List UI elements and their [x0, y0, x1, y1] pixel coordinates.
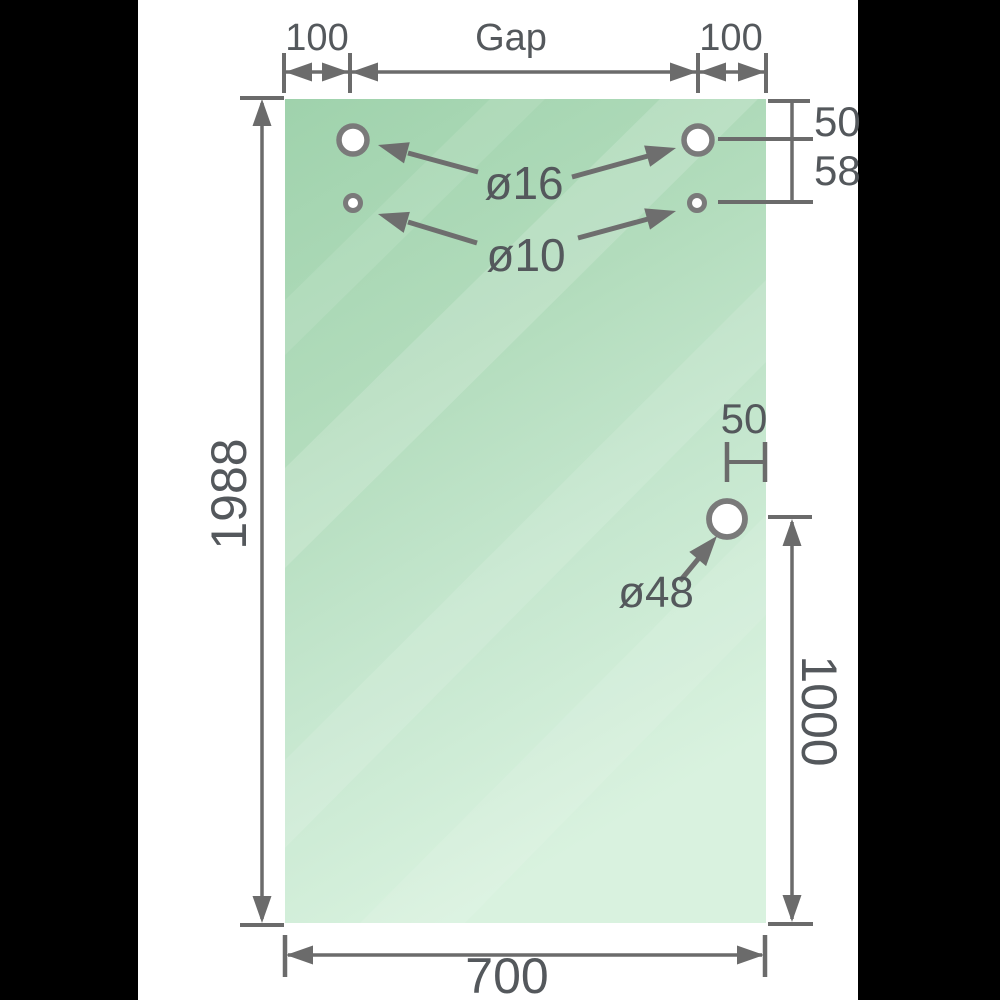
glass-streak	[360, 515, 766, 923]
right-black-bar	[858, 0, 1000, 1000]
leader-line	[407, 150, 479, 175]
label-gap: Gap	[475, 17, 547, 59]
arrowhead-right	[322, 62, 349, 82]
hole-48mm-hinge	[706, 498, 748, 540]
arrowhead-right	[737, 945, 764, 965]
leader-line	[571, 153, 649, 180]
arrowhead-up	[782, 519, 802, 546]
label-hole-16: ø16	[484, 157, 563, 209]
drill-holes	[336, 123, 748, 540]
hinge-edge-dimension	[724, 442, 768, 482]
glass-panel-surface	[285, 99, 766, 923]
height-dimension	[240, 96, 284, 927]
label-top-offset-right: 100	[699, 17, 762, 59]
label-hole-48: ø48	[618, 568, 694, 617]
label-hole-10: ø10	[486, 229, 565, 281]
leader-line	[407, 219, 478, 246]
leader-arrowhead	[644, 145, 676, 167]
leader-arrowhead	[378, 142, 410, 164]
arrowhead-up	[252, 99, 272, 126]
hinge-height-dimension	[768, 515, 813, 926]
arrowhead-right	[670, 62, 697, 82]
arrowhead-down	[782, 895, 802, 922]
label-hinge-edge-distance: 50	[721, 395, 768, 442]
leader-arrowhead	[644, 208, 676, 230]
hole-16mm-left	[336, 123, 370, 157]
label-hole-spacing: 58	[814, 147, 861, 194]
leader-arrowhead	[689, 536, 717, 567]
arrowhead-right	[738, 62, 765, 82]
hole-offset-dimension	[718, 99, 813, 204]
glass-reflection-streaks	[285, 99, 766, 923]
arrowhead-left	[699, 62, 726, 82]
hole-16mm-right	[681, 123, 715, 157]
leader-line	[577, 216, 649, 241]
glass-streak	[285, 280, 766, 848]
arrowhead-left	[286, 945, 313, 965]
glass-streak	[285, 99, 545, 355]
left-black-bar	[0, 0, 138, 1000]
hole-callouts	[378, 142, 717, 583]
label-hinge-height: 1000	[791, 655, 847, 766]
label-panel-width: 700	[465, 948, 548, 1000]
width-dimension	[282, 935, 768, 977]
label-hole-top-distance: 50	[814, 98, 861, 145]
arrowhead-left	[285, 62, 312, 82]
top-dimension-row	[282, 53, 768, 93]
glass-streak	[285, 99, 758, 568]
label-top-offset-left: 100	[285, 17, 348, 59]
hole-10mm-left	[343, 193, 363, 213]
label-panel-height: 1988	[201, 438, 257, 549]
hole-10mm-right	[687, 193, 707, 213]
leader-line	[678, 556, 701, 583]
leader-arrowhead	[378, 211, 410, 233]
glass-panel	[285, 99, 766, 923]
arrowhead-left	[351, 62, 378, 82]
arrowhead-down	[252, 896, 272, 923]
